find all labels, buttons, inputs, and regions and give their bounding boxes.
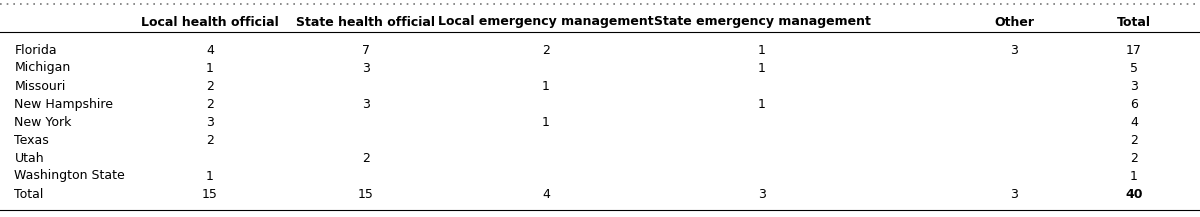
Text: 5: 5 [1130,61,1138,74]
Text: State health official: State health official [296,15,436,28]
Text: 15: 15 [358,187,374,201]
Text: 2: 2 [206,133,214,146]
Text: Total: Total [14,187,43,201]
Text: Michigan: Michigan [14,61,71,74]
Text: Utah: Utah [14,151,44,164]
Text: 1: 1 [206,61,214,74]
Text: 2: 2 [1130,151,1138,164]
Text: 2: 2 [206,79,214,92]
Text: Florida: Florida [14,43,58,56]
Text: Other: Other [994,15,1034,28]
Text: 3: 3 [362,97,370,110]
Text: Texas: Texas [14,133,49,146]
Text: 1: 1 [1130,169,1138,182]
Text: Washington State: Washington State [14,169,125,182]
Text: 40: 40 [1126,187,1142,201]
Text: 1: 1 [758,97,766,110]
Text: 17: 17 [1126,43,1142,56]
Text: State emergency management: State emergency management [654,15,870,28]
Text: 1: 1 [542,79,550,92]
Text: 4: 4 [206,43,214,56]
Text: 1: 1 [542,115,550,128]
Text: 1: 1 [758,43,766,56]
Text: 2: 2 [362,151,370,164]
Text: 3: 3 [758,187,766,201]
Text: 3: 3 [1010,187,1018,201]
Text: 6: 6 [1130,97,1138,110]
Text: 3: 3 [1130,79,1138,92]
Text: 15: 15 [202,187,218,201]
Text: Total: Total [1117,15,1151,28]
Text: 2: 2 [206,97,214,110]
Text: Local emergency management: Local emergency management [438,15,654,28]
Text: Local health official: Local health official [142,15,278,28]
Text: 3: 3 [1010,43,1018,56]
Text: 2: 2 [1130,133,1138,146]
Text: 2: 2 [542,43,550,56]
Text: 1: 1 [206,169,214,182]
Text: 1: 1 [758,61,766,74]
Text: 4: 4 [1130,115,1138,128]
Text: 3: 3 [362,61,370,74]
Text: 4: 4 [542,187,550,201]
Text: New York: New York [14,115,72,128]
Text: New Hampshire: New Hampshire [14,97,114,110]
Text: Missouri: Missouri [14,79,66,92]
Text: 3: 3 [206,115,214,128]
Text: 7: 7 [362,43,370,56]
